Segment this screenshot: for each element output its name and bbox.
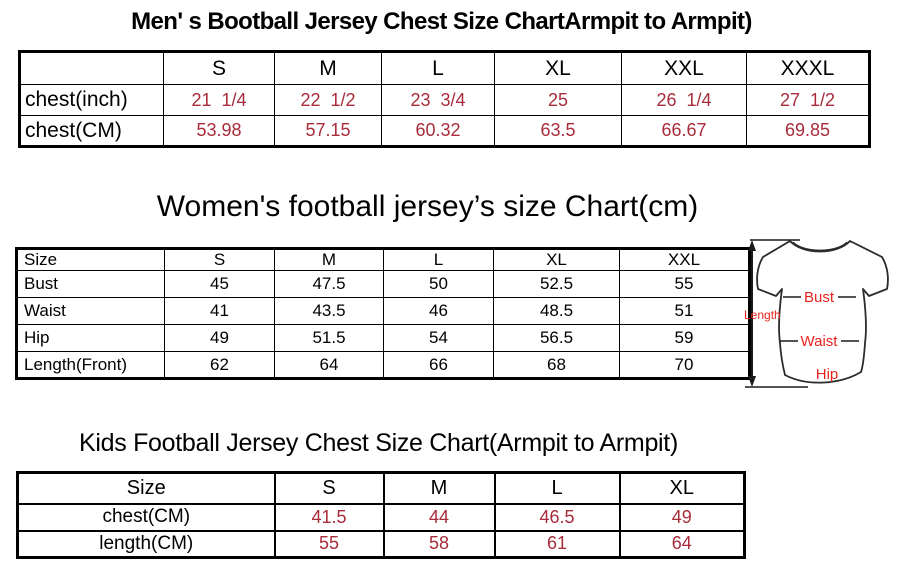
row-label: Bust (16, 270, 165, 298)
tshirt-outline (756, 240, 889, 384)
womens-col-header-s: S (164, 248, 275, 271)
value-cell: 45 (164, 270, 275, 298)
value-cell: 61 (493, 529, 621, 559)
kids-chest-row: chest(CM) 41.5 44 46.5 49 (16, 502, 746, 532)
value-cell: 66.67 (621, 115, 747, 147)
value-cell: 52.5 (493, 270, 620, 298)
kids-header-row: Size S M L XL (16, 471, 746, 505)
womens-size-table: Size S M L XL XXL Bust 45 47.5 50 52.5 5… (15, 247, 751, 380)
value-cell: 48.5 (493, 297, 620, 325)
value-cell: 50 (383, 270, 494, 298)
measurement-dashes (780, 296, 859, 342)
value-cell: 58 (382, 529, 496, 559)
value-cell: 43.5 (274, 297, 384, 325)
mens-header-row: S M L XL XXL XXXL (19, 51, 870, 85)
womens-hip-row: Hip 49 51.5 54 56.5 59 (16, 324, 750, 352)
kids-size-header: Size (16, 471, 276, 505)
value-cell: 51 (619, 297, 750, 325)
mens-corner-cell (19, 51, 164, 85)
value-cell: 49 (164, 324, 275, 352)
value-cell: 55 (273, 529, 385, 559)
value-cell: 70 (619, 351, 750, 379)
value-cell: 63.5 (494, 115, 622, 147)
womens-header-row: Size S M L XL XXL (16, 248, 750, 271)
value-cell: 53.98 (163, 115, 275, 147)
kids-col-header-xl: XL (618, 471, 746, 505)
value-cell: 64 (618, 529, 746, 559)
kids-col-header-m: M (382, 471, 496, 505)
womens-col-header-m: M (274, 248, 384, 271)
mens-col-header-s: S (163, 51, 275, 85)
womens-col-header-xxl: XXL (619, 248, 750, 271)
mens-chest-cm-row: chest(CM) 53.98 57.15 60.32 63.5 66.67 6… (19, 115, 870, 147)
value-cell: 23 3/4 (381, 84, 495, 116)
row-label: chest(CM) (19, 115, 164, 147)
bust-label: Bust (804, 289, 835, 306)
waist-label: Waist (801, 333, 839, 350)
collar-inner-line (792, 241, 848, 251)
kids-col-header-l: L (493, 471, 621, 505)
value-cell: 54 (383, 324, 494, 352)
value-cell: 27 1/2 (746, 84, 870, 116)
mens-size-table: S M L XL XXL XXXL chest(inch) 21 1/4 22 … (18, 50, 871, 148)
kids-chart-title: Kids Football Jersey Chest Size Chart(Ar… (79, 429, 678, 457)
hip-label: Hip (816, 366, 839, 383)
mens-chest-inch-row: chest(inch) 21 1/4 22 1/2 23 3/4 25 26 1… (19, 84, 870, 116)
mens-col-header-xl: XL (494, 51, 622, 85)
value-cell: 44 (382, 502, 496, 532)
row-label: Length(Front) (16, 351, 165, 379)
mens-col-header-l: L (381, 51, 495, 85)
value-cell: 41.5 (273, 502, 385, 532)
womens-col-header-l: L (383, 248, 494, 271)
value-cell: 57.15 (274, 115, 382, 147)
value-cell: 55 (619, 270, 750, 298)
value-cell: 62 (164, 351, 275, 379)
mens-col-header-xxl: XXL (621, 51, 747, 85)
kids-col-header-s: S (273, 471, 385, 505)
value-cell: 56.5 (493, 324, 620, 352)
value-cell: 46 (383, 297, 494, 325)
row-label: Hip (16, 324, 165, 352)
value-cell: 59 (619, 324, 750, 352)
mens-col-header-xxxl: XXXL (746, 51, 870, 85)
value-cell: 49 (618, 502, 746, 532)
row-label: chest(CM) (16, 502, 276, 532)
value-cell: 26 1/4 (621, 84, 747, 116)
row-label: Waist (16, 297, 165, 325)
value-cell: 69.85 (746, 115, 870, 147)
value-cell: 41 (164, 297, 275, 325)
womens-bust-row: Bust 45 47.5 50 52.5 55 (16, 270, 750, 298)
womens-chart-title: Women's football jersey’s size Chart(cm) (156, 190, 699, 223)
value-cell: 22 1/2 (274, 84, 382, 116)
value-cell: 60.32 (381, 115, 495, 147)
mens-col-header-m: M (274, 51, 382, 85)
value-cell: 68 (493, 351, 620, 379)
womens-col-header-xl: XL (493, 248, 620, 271)
value-cell: 64 (274, 351, 384, 379)
value-cell: 25 (494, 84, 622, 116)
row-label: chest(inch) (19, 84, 164, 116)
kids-size-table: Size S M L XL chest(CM) 41.5 44 46.5 49 … (16, 471, 746, 559)
length-label: Length (744, 308, 781, 322)
value-cell: 47.5 (274, 270, 384, 298)
tshirt-measurement-diagram: Length Bust Waist Hip (744, 239, 889, 388)
value-cell: 66 (383, 351, 494, 379)
kids-length-row: length(CM) 55 58 61 64 (16, 529, 746, 559)
row-label: length(CM) (16, 529, 276, 559)
womens-length-row: Length(Front) 62 64 66 68 70 (16, 351, 750, 379)
value-cell: 46.5 (493, 502, 621, 532)
value-cell: 51.5 (274, 324, 384, 352)
mens-chart-title: Men' s Bootball Jersey Chest Size ChartA… (131, 8, 752, 35)
value-cell: 21 1/4 (163, 84, 275, 116)
length-arrow (748, 240, 756, 387)
womens-size-header: Size (16, 248, 165, 271)
womens-waist-row: Waist 41 43.5 46 48.5 51 (16, 297, 750, 325)
